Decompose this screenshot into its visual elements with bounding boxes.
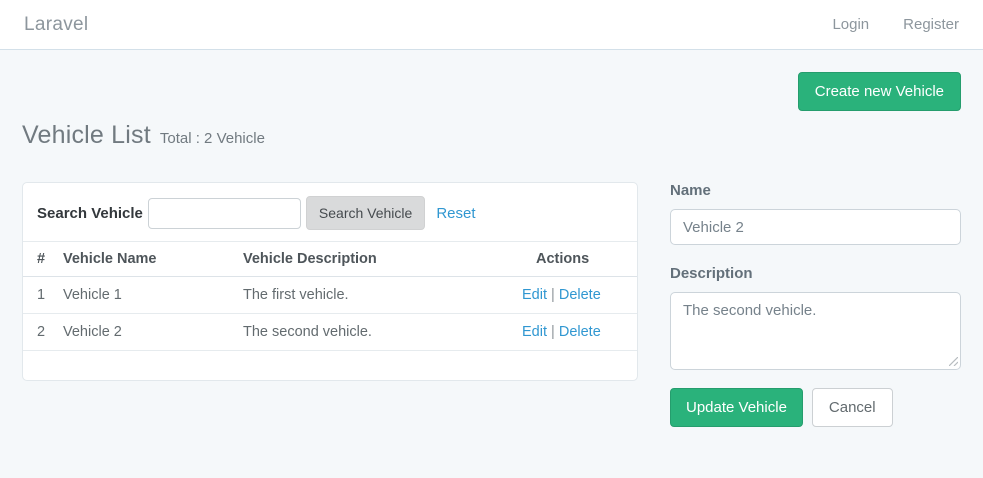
main-content: Create new Vehicle Vehicle List Total : … (0, 72, 983, 427)
cancel-button[interactable]: Cancel (811, 388, 893, 427)
vehicle-description-cell: The first vehicle. (235, 276, 514, 314)
total-count-label: Total : 2 Vehicle (159, 130, 265, 147)
description-field-wrap: The second vehicle. (670, 292, 961, 370)
description-field[interactable]: The second vehicle. (670, 292, 961, 370)
table-row: 1 Vehicle 1 The first vehicle. Edit | De… (23, 276, 637, 314)
name-field[interactable] (670, 209, 961, 245)
table-header-row: # Vehicle Name Vehicle Description Actio… (23, 241, 637, 277)
create-button-row: Create new Vehicle (22, 72, 961, 111)
resize-handle-icon[interactable] (949, 357, 958, 366)
table-row: 2 Vehicle 2 The second vehicle. Edit | D… (23, 313, 637, 351)
action-separator: | (551, 287, 555, 303)
login-link[interactable]: Login (832, 16, 870, 33)
edit-link[interactable]: Edit (522, 324, 547, 340)
delete-link[interactable]: Delete (558, 287, 601, 303)
panels-row: Search Vehicle Search Vehicle Reset # Ve… (22, 182, 961, 427)
page-title: Vehicle List (22, 121, 151, 149)
row-number: 2 (23, 313, 55, 351)
edit-link[interactable]: Edit (522, 287, 547, 303)
row-number: 1 (23, 276, 55, 314)
vehicle-name-cell: Vehicle 1 (55, 276, 235, 314)
update-vehicle-button[interactable]: Update Vehicle (670, 388, 803, 427)
register-link[interactable]: Register (903, 16, 959, 33)
form-buttons-row: Update Vehicle Cancel (670, 388, 961, 427)
header-vehicle-name: Vehicle Name (55, 241, 235, 277)
search-form: Search Vehicle Search Vehicle Reset (23, 183, 637, 241)
edit-vehicle-form: Name Description The second vehicle. Upd… (670, 182, 961, 427)
navbar: Laravel Login Register (0, 0, 983, 50)
description-label: Description (670, 265, 753, 282)
navbar-links: Login Register (832, 16, 959, 33)
actions-cell: Edit | Delete (514, 276, 637, 314)
vehicle-description-cell: The second vehicle. (235, 313, 514, 351)
header-number: # (23, 241, 55, 277)
search-button[interactable]: Search Vehicle (305, 196, 426, 230)
reset-link[interactable]: Reset (436, 204, 476, 222)
delete-link[interactable]: Delete (558, 324, 601, 340)
search-input[interactable] (147, 197, 301, 229)
search-label: Search Vehicle (37, 204, 143, 222)
actions-cell: Edit | Delete (514, 313, 637, 351)
vehicle-name-cell: Vehicle 2 (55, 313, 235, 351)
vehicle-list-panel: Search Vehicle Search Vehicle Reset # Ve… (22, 182, 638, 381)
header-vehicle-description: Vehicle Description (235, 241, 514, 277)
header-actions: Actions (514, 241, 637, 277)
vehicle-table: # Vehicle Name Vehicle Description Actio… (23, 241, 637, 351)
action-separator: | (551, 324, 555, 340)
name-label: Name (670, 182, 711, 199)
create-new-vehicle-button[interactable]: Create new Vehicle (797, 72, 961, 111)
brand-link[interactable]: Laravel (24, 13, 89, 35)
page-heading: Vehicle List Total : 2 Vehicle (22, 121, 961, 150)
